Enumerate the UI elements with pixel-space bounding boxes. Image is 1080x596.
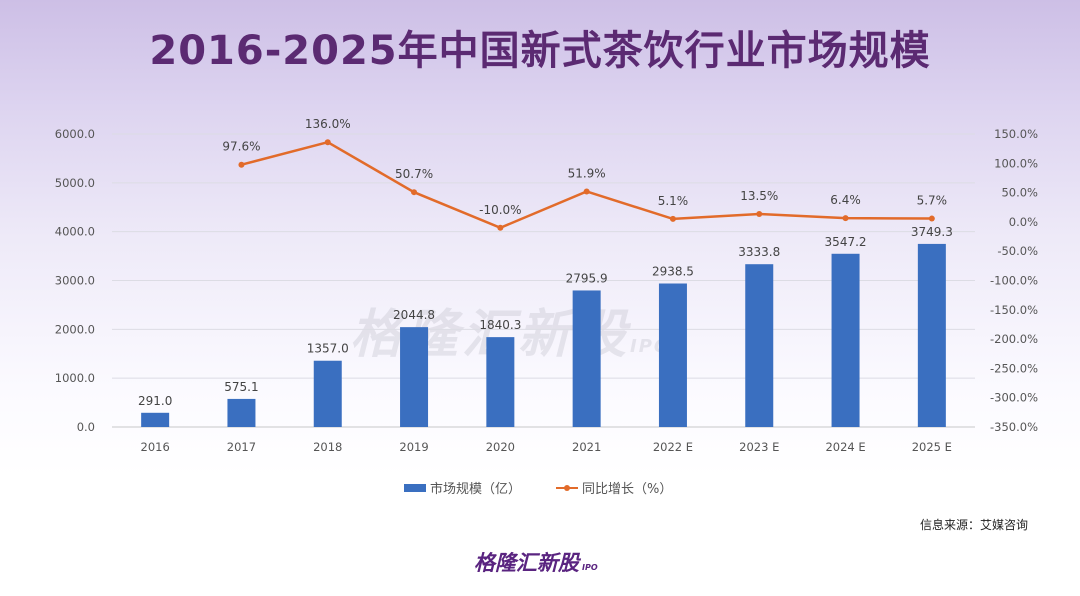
source-note: 信息来源：艾媒咨询 (919, 518, 1028, 532)
legend-label: 市场规模（亿） (430, 482, 522, 497)
right-axis-tick: 50.0% (1001, 186, 1038, 200)
right-axis-tick: -250.0% (990, 361, 1038, 375)
line-point (238, 161, 245, 168)
left-axis-tick: 6000.0 (55, 127, 95, 141)
x-axis-tick: 2020 (486, 440, 515, 454)
x-axis-tick: 2022 E (653, 440, 693, 454)
line-point (842, 215, 849, 222)
x-axis-tick: 2023 E (739, 440, 779, 454)
bar (658, 283, 687, 427)
line-data-label: 136.0% (305, 117, 351, 131)
line-data-label: 50.7% (395, 167, 433, 181)
bar (572, 290, 601, 427)
left-axis-tick: 1000.0 (55, 371, 95, 385)
left-axis-tick: 3000.0 (55, 274, 95, 288)
right-axis-tick: -350.0% (990, 420, 1038, 434)
right-axis-tick: -50.0% (997, 244, 1038, 258)
line-point (928, 215, 935, 222)
bar-data-label: 2044.8 (393, 308, 435, 322)
bar-data-label: 575.1 (224, 380, 258, 394)
left-axis-tick: 0.0 (77, 420, 95, 434)
line-data-label: 5.7% (917, 194, 948, 208)
bar (313, 360, 342, 427)
x-axis-tick: 2019 (399, 440, 428, 454)
bar (227, 398, 256, 427)
growth-line (241, 140, 932, 230)
legend-line-swatch (556, 484, 578, 491)
line-data-label: 6.4% (830, 193, 861, 207)
line-data-label: -10.0% (479, 203, 521, 217)
bar (400, 327, 429, 427)
right-axis-tick: -100.0% (990, 274, 1038, 288)
line-data-label: 97.6% (222, 140, 260, 154)
bar (831, 253, 860, 427)
logo: 格隆汇新股 IPO (474, 551, 598, 575)
bar-data-label: 291.0 (138, 394, 172, 408)
bar (486, 337, 515, 427)
x-axis-tick: 2018 (313, 440, 342, 454)
bar (141, 412, 170, 427)
legend-item-market-size: 市场规模（亿） (404, 478, 521, 497)
line-data-label: 13.5% (740, 189, 778, 203)
right-axis-tick: 0.0% (1009, 215, 1038, 229)
line-point (324, 139, 331, 146)
right-axis-tick: -200.0% (990, 332, 1038, 346)
line-data-label: 51.9% (568, 166, 606, 180)
line-data-label: 5.1% (658, 194, 689, 208)
bar-data-label: 2795.9 (566, 271, 608, 285)
right-axis-tick: -300.0% (990, 391, 1038, 405)
right-axis-tick: 150.0% (994, 127, 1038, 141)
line-point (756, 210, 763, 217)
left-axis-tick: 2000.0 (55, 322, 95, 336)
left-axis-tick: 4000.0 (55, 225, 95, 239)
legend-label: 同比增长（%） (582, 482, 673, 497)
right-axis-tick: -150.0% (990, 303, 1038, 317)
left-axis-tick: 5000.0 (55, 176, 95, 190)
chart-title: 2016-2025年中国新式茶饮行业市场规模 (149, 28, 931, 74)
bar (917, 243, 946, 427)
x-axis-tick: 2024 E (825, 440, 865, 454)
x-axis-tick: 2025 E (912, 440, 952, 454)
bar-data-label: 1357.0 (307, 342, 349, 356)
x-axis-tick: 2016 (141, 440, 170, 454)
line-point (669, 215, 676, 222)
x-axis-tick: 2021 (572, 440, 601, 454)
bar-data-label: 2938.5 (652, 265, 694, 279)
legend-bar-swatch (404, 483, 426, 492)
right-axis-tick: 100.0% (994, 156, 1038, 170)
line-point (583, 188, 590, 195)
line-point (411, 189, 418, 196)
x-axis-tick: 2017 (227, 440, 256, 454)
line-point (497, 224, 504, 231)
legend-item-growth: 同比增长（%） (556, 478, 672, 497)
bar-data-label: 3547.2 (825, 235, 867, 249)
bar-data-label: 3333.8 (738, 245, 780, 259)
bar-data-label: 3749.3 (911, 225, 953, 239)
bar-data-label: 1840.3 (479, 318, 521, 332)
bar (745, 264, 774, 427)
